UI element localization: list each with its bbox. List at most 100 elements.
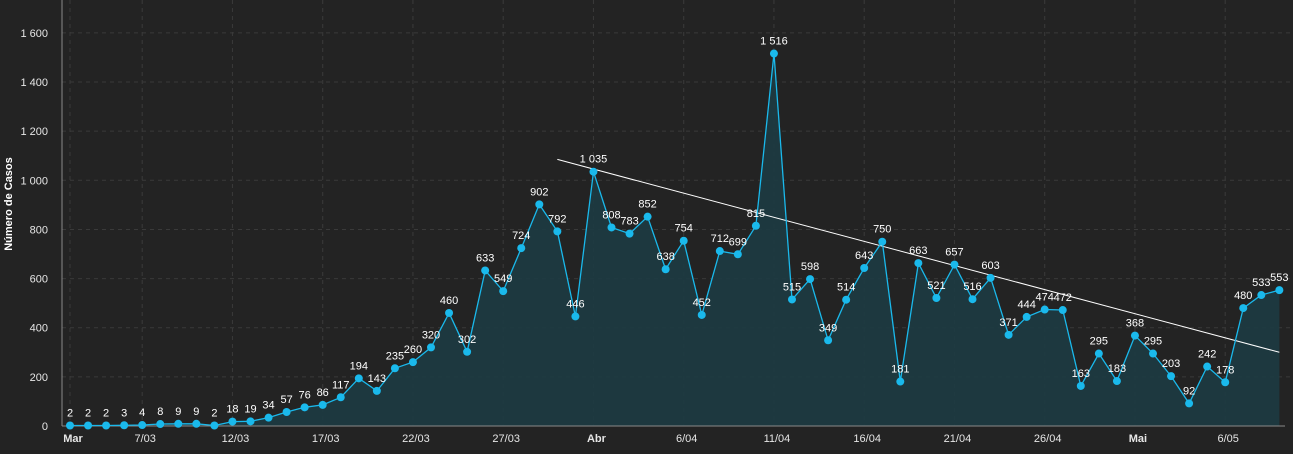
- data-label: 638: [656, 251, 674, 263]
- y-tick-label: 0: [42, 421, 48, 433]
- data-point: [1058, 306, 1067, 315]
- data-label: 516: [963, 281, 981, 293]
- y-tick-label: 400: [30, 323, 48, 335]
- data-label: 302: [458, 334, 476, 346]
- data-label: 521: [927, 280, 945, 292]
- data-point: [932, 293, 941, 302]
- data-point: [1040, 305, 1049, 314]
- data-label: 260: [404, 344, 422, 356]
- data-point: [1004, 330, 1013, 339]
- data-label: 1 035: [580, 154, 608, 166]
- label-layer: 2 2 2 3 4 8 9 9 2 18 19 34 57 76 861171941432352603204…: [67, 36, 1289, 420]
- data-label: 1 516: [760, 36, 788, 48]
- data-point: [950, 260, 959, 269]
- data-point: [390, 364, 399, 373]
- data-point: [769, 49, 778, 58]
- data-label: 444: [1017, 299, 1035, 311]
- x-tick-label: 16/04: [853, 433, 881, 445]
- data-point: [643, 212, 652, 221]
- data-label: 754: [675, 223, 693, 235]
- data-point: [679, 236, 688, 245]
- data-label: 460: [440, 295, 458, 307]
- data-point: [986, 273, 995, 282]
- data-label: 57: [280, 394, 292, 406]
- data-point: [878, 237, 887, 246]
- data-label: 4: [139, 407, 145, 419]
- data-point: [860, 264, 869, 273]
- data-point: [1221, 378, 1230, 387]
- data-point: [589, 167, 598, 176]
- data-label: 9: [193, 406, 199, 418]
- data-label: 643: [855, 250, 873, 262]
- data-point: [264, 413, 273, 422]
- data-point: [210, 421, 219, 430]
- data-point: [1022, 312, 1031, 321]
- data-label: 117: [332, 379, 350, 391]
- data-label: 368: [1126, 318, 1144, 330]
- y-tick-label: 600: [30, 274, 48, 286]
- data-point: [535, 200, 544, 209]
- data-label: 19: [244, 403, 256, 415]
- x-tick-label: 6/05: [1217, 433, 1238, 445]
- data-label: 2: [85, 408, 91, 420]
- data-label: 18: [226, 404, 238, 416]
- data-point: [427, 343, 435, 352]
- data-point: [751, 221, 760, 230]
- data-point: [788, 295, 796, 304]
- data-point: [1275, 286, 1284, 295]
- data-label: 446: [566, 298, 584, 310]
- data-label: 34: [262, 400, 274, 412]
- x-tick-label: 12/03: [222, 433, 250, 445]
- data-point: [84, 421, 93, 430]
- data-label: 181: [891, 364, 909, 376]
- data-label: 76: [299, 389, 311, 401]
- data-label: 86: [317, 387, 329, 399]
- x-tick-label: 17/03: [312, 433, 340, 445]
- data-label: 242: [1198, 349, 1216, 361]
- axis-layer: 0 200 400 600 800 1 000 1 200 1 400 1 600 Mar 7/03…: [20, 0, 1285, 445]
- data-label: 533: [1252, 277, 1270, 289]
- data-point: [463, 347, 472, 356]
- y-tick-label: 1 200: [20, 126, 48, 138]
- data-point: [318, 400, 327, 409]
- data-point: [246, 417, 255, 426]
- data-label: 143: [368, 373, 386, 385]
- data-label: 515: [783, 281, 801, 293]
- data-point: [156, 420, 165, 429]
- data-point: [824, 336, 833, 345]
- area-fill: [70, 53, 1280, 426]
- data-point: [408, 358, 417, 367]
- data-label: 320: [422, 329, 440, 341]
- data-label: 815: [747, 208, 765, 220]
- data-label: 349: [819, 322, 837, 334]
- data-point: [697, 310, 706, 319]
- data-label: 9: [175, 406, 181, 418]
- data-label: 633: [476, 252, 494, 264]
- data-point: [1076, 381, 1085, 390]
- data-point: [192, 419, 201, 428]
- data-label: 750: [873, 224, 891, 236]
- area-layer: [70, 53, 1280, 426]
- y-axis-title: Número de Casos: [3, 157, 15, 251]
- data-point: [968, 295, 977, 304]
- data-label: 699: [729, 236, 747, 248]
- data-point: [138, 421, 147, 430]
- data-point: [806, 275, 815, 284]
- data-label: 480: [1234, 290, 1252, 302]
- x-tick-label: 21/04: [944, 433, 972, 445]
- y-tick-label: 200: [30, 372, 48, 384]
- x-tick-label: 26/04: [1034, 433, 1062, 445]
- data-point: [354, 374, 363, 383]
- data-label: 2: [211, 408, 217, 420]
- data-point: [174, 419, 183, 428]
- data-point: [66, 421, 74, 430]
- data-point: [372, 386, 381, 395]
- trend-line: [557, 158, 1280, 353]
- data-point: [282, 407, 291, 416]
- data-point: [1167, 372, 1176, 381]
- x-tick-label: 22/03: [402, 433, 430, 445]
- data-label: 452: [693, 297, 711, 309]
- data-label: 2: [103, 408, 109, 420]
- data-label: 8: [157, 406, 163, 418]
